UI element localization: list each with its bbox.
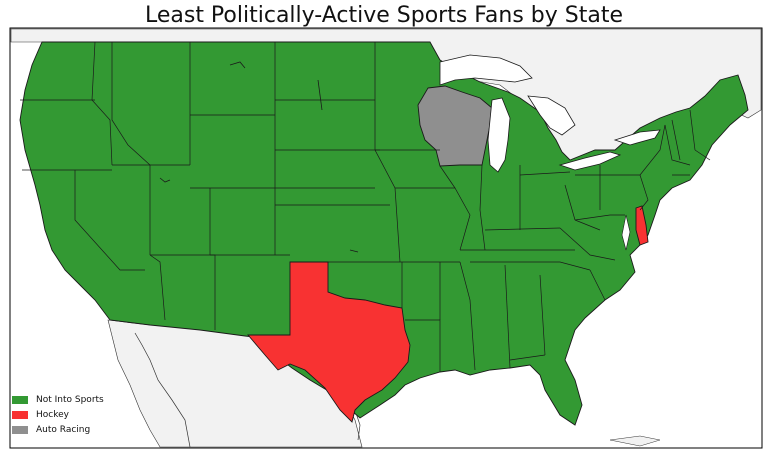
chesapeake-bay	[621, 214, 631, 251]
lake-erie	[558, 151, 622, 171]
map-title: Least Politically-Active Sports Fans by …	[144, 3, 624, 28]
state-delaware	[635, 205, 649, 246]
legend-item-not-into-sports: Not Into Sports	[12, 392, 104, 407]
legend-label: Auto Racing	[36, 424, 91, 435]
baja-outline	[134, 332, 191, 448]
continental-us	[19, 41, 749, 426]
small-lakes	[159, 61, 359, 253]
legend-label: Not Into Sports	[36, 394, 104, 405]
legend: Not Into Sports Hockey Auto Racing	[12, 392, 104, 437]
lake-ontario	[613, 129, 661, 146]
state-borders	[20, 41, 711, 372]
legend-item-hockey: Hockey	[12, 407, 104, 422]
legend-label: Hockey	[36, 409, 69, 420]
legend-item-auto-racing: Auto Racing	[12, 422, 104, 437]
lake-huron	[527, 95, 576, 136]
legend-swatch-green	[12, 395, 28, 404]
caribbean-island	[609, 435, 661, 447]
lake-superior	[439, 54, 533, 86]
legend-swatch-red	[12, 410, 28, 419]
legend-swatch-gray	[12, 425, 28, 434]
lake-michigan	[487, 97, 511, 173]
state-texas	[247, 261, 411, 423]
